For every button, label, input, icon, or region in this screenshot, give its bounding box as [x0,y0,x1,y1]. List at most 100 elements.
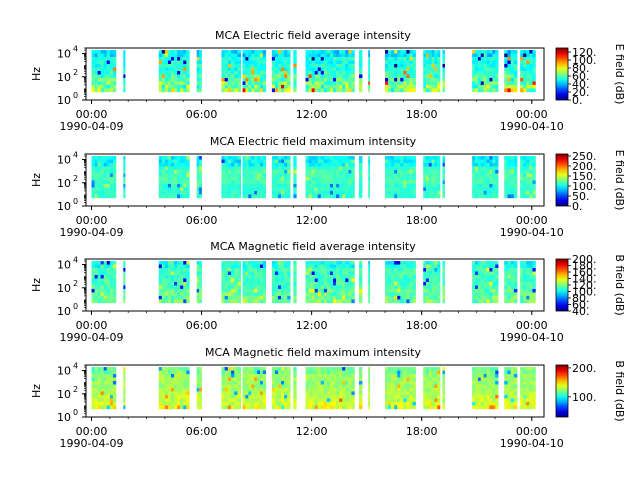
colorbar-tick-label: 100. [572,391,597,404]
colorbar-label: E field (dB) [613,44,626,105]
y-tick-label: 10 [57,365,71,378]
data-segment [472,261,499,304]
colorbar-tick-label: 0. [572,200,583,213]
data-segment [123,156,126,199]
data-segment [91,367,117,410]
colorbar-tick-label: 100. [572,54,597,67]
data-segment [305,367,355,410]
x-tick-date: 1990-04-09 [60,120,124,133]
y-tick-exponent: 4 [73,362,78,371]
colorbar-tick-label: 200. [572,362,597,375]
data-segment [359,156,363,199]
colorbar: 0.50.100.150.200.250. E field (dB) [555,150,626,213]
data-segment [359,367,363,410]
x-tick-label: 06:00 [186,319,218,332]
data-segment [520,156,536,199]
data-segment [221,367,241,410]
y-tick-exponent: 2 [73,385,78,394]
data-segment [305,261,355,304]
plot-frame [85,258,545,312]
data-segment [359,50,363,93]
data-segment [242,156,267,199]
data-segment [368,50,371,93]
data-segment [423,156,441,199]
x-tick-label: 06:00 [186,108,218,121]
chart-title: MCA Magnetic field maximum intensity [205,346,421,359]
x-tick-date: 1990-04-10 [500,331,564,344]
data-segment [221,50,241,93]
colorbar-label: B field (dB) [613,360,626,421]
x-tick-date: 1990-04-09 [60,331,124,344]
y-tick-label: 10 [57,177,71,190]
data-segment [196,156,202,199]
data-segment [504,50,518,93]
chart-title: MCA Electric field average intensity [215,29,411,42]
colorbar-tick-label: 200. [572,253,597,266]
colorbar-label: E field (dB) [613,150,626,211]
data-segment [472,156,499,199]
x-tick-label: 12:00 [296,214,328,227]
colorbar-tick-label: 140. [572,273,597,286]
colorbar: 40.60.80.100.120.140.160.180.200. B field… [555,253,626,318]
x-tick-label: 00:00 [516,319,548,332]
colorbar-tick-label: 100. [572,286,597,299]
plot-frame [85,153,545,207]
plot-frame [85,47,545,101]
x-tick-label: 00:00 [76,319,108,332]
data-segment [158,156,190,199]
colorbar-tick-label: 180. [572,260,597,273]
data-segment [242,261,267,304]
data-segment [123,261,126,304]
data-segment [504,367,518,410]
y-tick-exponent: 4 [73,256,78,265]
data-segment [196,367,202,410]
y-tick-label: 10 [57,71,71,84]
data-segment [472,50,499,93]
data-segment [359,261,363,304]
x-tick-date: 1990-04-10 [500,437,564,450]
data-segment [504,156,518,199]
colorbar-tick-label: 160. [572,266,597,279]
x-tick-label: 18:00 [406,214,438,227]
colorbar-tick-label: 120. [572,46,597,59]
data-segment [91,261,117,304]
colorbar-tick-label: 60. [572,299,590,312]
y-tick-label: 10 [57,305,71,318]
x-tick-label: 00:00 [76,214,108,227]
chart-title: MCA Electric field maximum intensity [210,135,417,148]
x-tick-date: 1990-04-10 [500,226,564,239]
data-segment [271,261,291,304]
data-segment [271,367,291,410]
data-segment [293,156,297,199]
colorbar-tick-label: 100. [572,180,597,193]
colorbar-tick-label: 200. [572,160,597,173]
data-segment [271,156,291,199]
data-segment [305,156,355,199]
x-tick-label: 18:00 [406,425,438,438]
data-segment [123,50,126,93]
data-segment [520,261,536,304]
data-segment [423,367,441,410]
data-segment [442,261,445,304]
data-segment [196,261,202,304]
data-segment [158,261,190,304]
y-tick-label: 10 [57,94,71,107]
data-segment [368,261,371,304]
y-tick-exponent: 2 [73,68,78,77]
y-axis-label: Hz [30,278,43,292]
data-segment [423,50,441,93]
x-tick-label: 06:00 [186,214,218,227]
y-axis-label: Hz [30,67,43,81]
y-tick-label: 10 [57,411,71,424]
y-tick-exponent: 2 [73,174,78,183]
data-segment [293,367,297,410]
x-tick-label: 12:00 [296,108,328,121]
data-segment [385,367,416,410]
y-axis-label: Hz [30,384,43,398]
colorbar-tick-label: 20. [572,86,590,99]
y-tick-exponent: 4 [73,151,78,160]
y-tick-label: 10 [57,48,71,61]
